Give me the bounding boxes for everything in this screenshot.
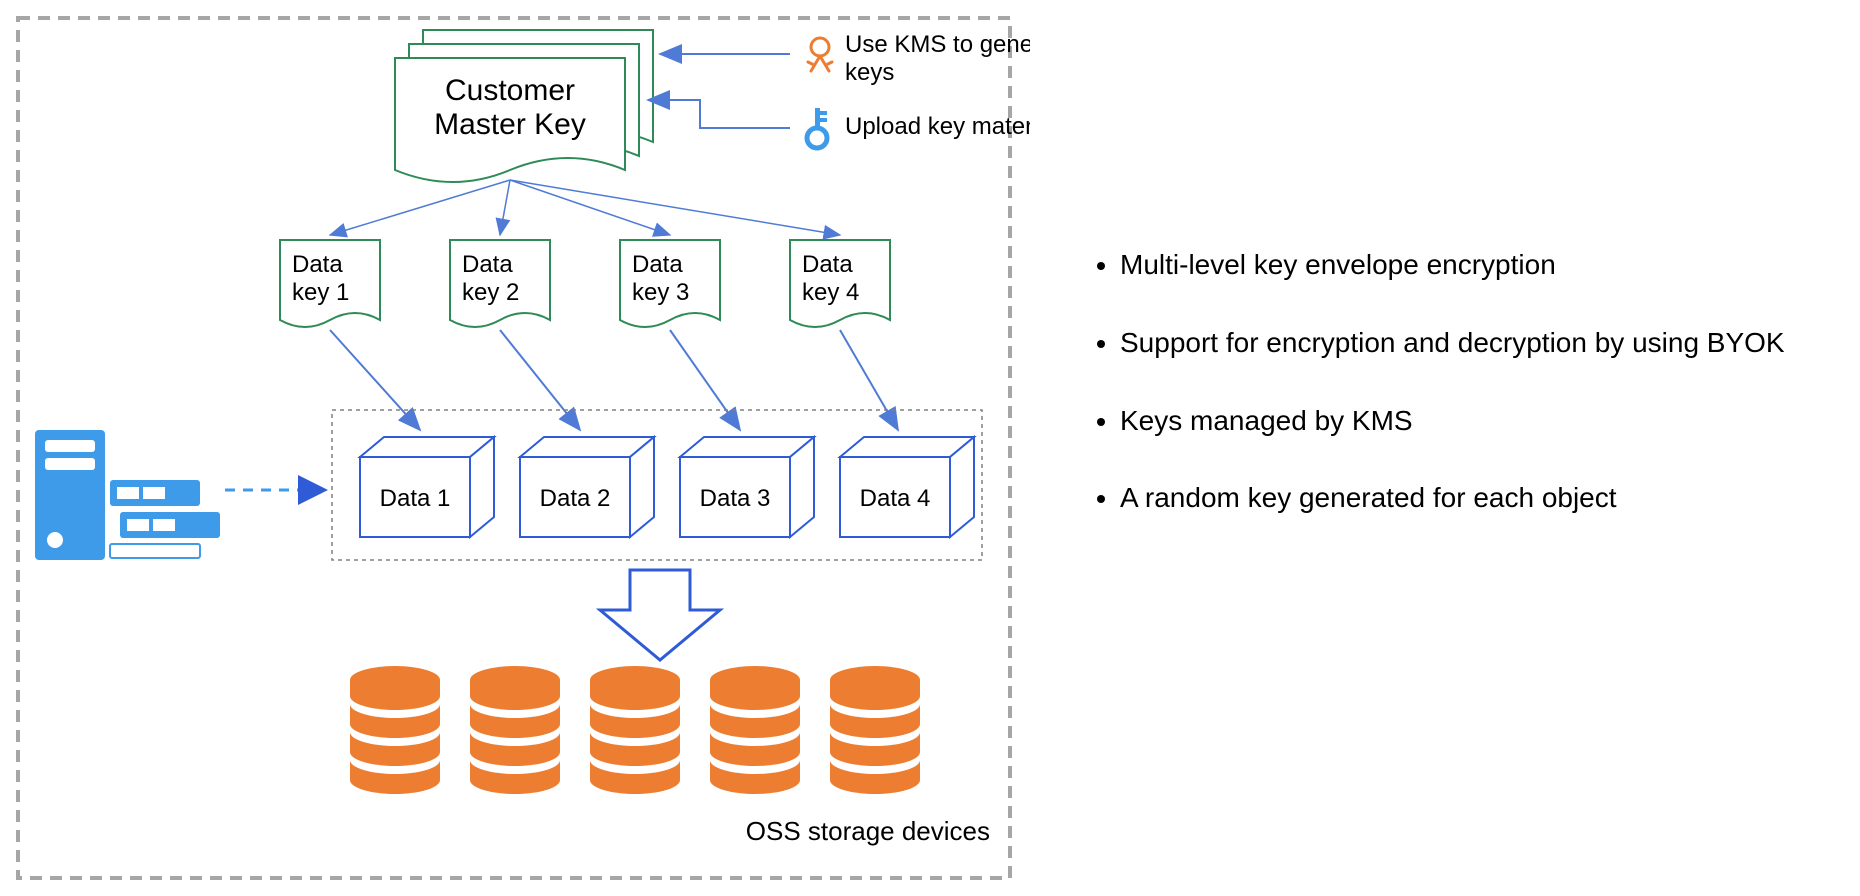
data-key-2: Data key 2	[450, 240, 550, 327]
kms-generate-icon	[808, 38, 832, 71]
cmk-to-dk-arrows	[330, 180, 840, 235]
svg-text:key 1: key 1	[292, 279, 349, 306]
cmk-stack: Customer Master Key	[395, 30, 653, 182]
svg-text:key 3: key 3	[632, 279, 689, 306]
bullet-item: Support for encryption and decryption by…	[1120, 324, 1840, 362]
svg-text:key 4: key 4	[802, 279, 859, 306]
kms-text-1b: keys	[845, 59, 894, 86]
svg-text:Data 1: Data 1	[380, 485, 451, 512]
data-box-4: Data 4	[840, 437, 974, 537]
data-key-1: Data key 1	[280, 240, 380, 327]
server-icon	[35, 430, 220, 560]
svg-text:Data: Data	[292, 251, 343, 278]
kms-text-2: Upload key material	[845, 113, 1030, 140]
data-box-3: Data 3	[680, 437, 814, 537]
data-key-4: Data key 4	[790, 240, 890, 327]
svg-text:Data 4: Data 4	[860, 485, 931, 512]
dk-to-data-arrows	[330, 330, 898, 430]
svg-text:Data 2: Data 2	[540, 485, 611, 512]
data-key-3: Data key 3	[620, 240, 720, 327]
data-box-2: Data 2	[520, 437, 654, 537]
bullet-item: Multi-level key envelope encryption	[1120, 246, 1840, 284]
key-icon	[807, 108, 827, 148]
svg-text:Data: Data	[632, 251, 683, 278]
cmk-label-2: Master Key	[434, 108, 586, 141]
svg-text:Data 3: Data 3	[700, 485, 771, 512]
disk-stacks	[350, 666, 920, 794]
bullet-item: Keys managed by KMS	[1120, 402, 1840, 440]
kms-text-1a: Use KMS to generate	[845, 31, 1030, 58]
big-arrow-down	[600, 570, 720, 660]
svg-text:key 2: key 2	[462, 279, 519, 306]
data-box-1: Data 1	[360, 437, 494, 537]
svg-text:Data: Data	[802, 251, 853, 278]
arrow-upload-material	[648, 100, 790, 128]
storage-label: OSS storage devices	[746, 816, 990, 846]
feature-bullets: Multi-level key envelope encryption Supp…	[1080, 230, 1840, 557]
cmk-label-1: Customer	[445, 74, 575, 107]
svg-text:Data: Data	[462, 251, 513, 278]
bullet-item: A random key generated for each object	[1120, 479, 1840, 517]
